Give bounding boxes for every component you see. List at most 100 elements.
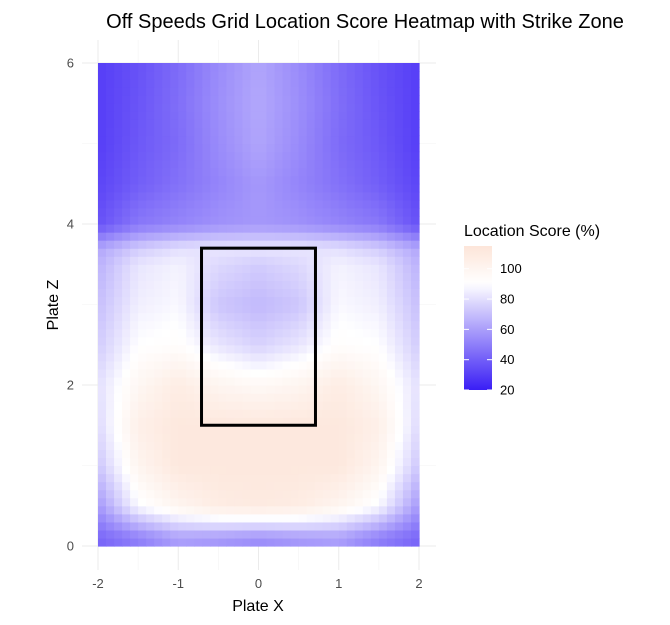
heatmap-cell — [298, 385, 308, 394]
heatmap-cell — [290, 481, 300, 491]
heatmap-cell — [346, 425, 356, 434]
heatmap-cell — [218, 103, 228, 112]
heatmap-cell — [242, 71, 252, 80]
heatmap-cell — [234, 505, 244, 515]
heatmap-cell — [386, 87, 396, 96]
heatmap-cell — [154, 481, 163, 491]
heatmap-cell — [314, 264, 324, 273]
heatmap-cell — [250, 368, 260, 378]
heatmap-cell — [98, 143, 107, 153]
heatmap-cell — [234, 409, 244, 418]
heatmap-cell — [282, 385, 292, 394]
heatmap-cell — [298, 256, 308, 265]
heatmap-cell — [338, 401, 348, 410]
heatmap-cell — [290, 111, 300, 120]
heatmap-cell — [362, 248, 372, 257]
heatmap-cell — [98, 119, 107, 128]
heatmap-cell — [330, 183, 340, 193]
heatmap-cell — [242, 385, 252, 394]
heatmap-cell — [226, 352, 236, 362]
heatmap-cell — [298, 360, 308, 370]
heatmap-cell — [186, 529, 195, 539]
heatmap-cell — [378, 385, 388, 394]
heatmap-cell — [402, 360, 412, 370]
heatmap-cell — [98, 256, 107, 265]
heatmap-cell — [114, 336, 123, 346]
heatmap-cell — [234, 320, 244, 330]
heatmap-cell — [362, 71, 372, 80]
heatmap-cell — [346, 441, 356, 450]
heatmap-cell — [162, 401, 171, 410]
heatmap-cell — [298, 272, 308, 281]
heatmap-cell — [290, 79, 300, 88]
heatmap-cell — [106, 513, 115, 523]
heatmap-cell — [226, 529, 236, 539]
heatmap-cell — [114, 63, 123, 72]
heatmap-cell — [410, 240, 420, 249]
heatmap-cell — [226, 103, 236, 112]
heatmap-cell — [322, 71, 332, 80]
heatmap-cell — [370, 497, 380, 507]
heatmap-cell — [218, 280, 228, 289]
heatmap-cell — [314, 521, 324, 531]
heatmap-cell — [250, 272, 260, 281]
heatmap-cell — [410, 256, 420, 265]
heatmap-cell — [146, 248, 155, 257]
heatmap-cell — [130, 385, 139, 394]
heatmap-cell — [146, 513, 155, 523]
heatmap-cell — [242, 417, 252, 426]
heatmap-cell — [306, 288, 316, 298]
heatmap-cell — [410, 127, 420, 137]
heatmap-cell — [290, 497, 300, 507]
heatmap-cell — [234, 175, 244, 185]
heatmap-cell — [346, 328, 356, 338]
heatmap-cell — [314, 393, 324, 402]
heatmap-cell — [402, 63, 412, 72]
heatmap-cell — [234, 304, 244, 314]
heatmap-cell — [314, 505, 324, 515]
heatmap-cell — [370, 167, 380, 177]
heatmap-cell — [242, 457, 252, 467]
heatmap-cell — [298, 87, 308, 96]
heatmap-cell — [210, 425, 219, 434]
heatmap-cell — [178, 417, 187, 426]
heatmap-cell — [138, 264, 147, 273]
heatmap-cell — [194, 151, 203, 161]
heatmap-cell — [338, 457, 348, 467]
heatmap-cell — [162, 111, 171, 120]
heatmap-cell — [106, 199, 115, 209]
heatmap-cell — [98, 328, 107, 338]
heatmap-cell — [146, 457, 155, 467]
heatmap-cell — [250, 521, 260, 531]
heatmap-cell — [202, 63, 211, 72]
heatmap-cell — [258, 111, 268, 120]
heatmap-cell — [394, 473, 404, 483]
heatmap-cell — [250, 537, 260, 547]
heatmap-cell — [346, 175, 356, 185]
heatmap-cell — [234, 240, 244, 249]
heatmap-cell — [250, 344, 260, 354]
heatmap-cell — [178, 207, 187, 217]
heatmap-cell — [378, 199, 388, 209]
heatmap-cell — [378, 87, 388, 96]
heatmap-cell — [274, 393, 284, 402]
heatmap-cell — [354, 71, 364, 80]
heatmap-cell — [322, 489, 332, 499]
heatmap-cell — [178, 280, 187, 289]
heatmap-cell — [322, 513, 332, 523]
heatmap-cell — [194, 71, 203, 80]
heatmap-cell — [210, 513, 219, 523]
heatmap-cell — [410, 376, 420, 386]
heatmap-cell — [162, 529, 171, 539]
heatmap-cell — [266, 537, 276, 547]
heatmap-cell — [290, 449, 300, 459]
heatmap-cell — [98, 457, 107, 467]
heatmap-cell — [378, 95, 388, 104]
heatmap-cell — [202, 256, 211, 265]
heatmap-cell — [138, 240, 147, 249]
heatmap-cell — [274, 103, 284, 112]
heatmap-cell — [386, 489, 396, 499]
heatmap-cell — [210, 135, 219, 145]
heatmap-cell — [298, 207, 308, 217]
heatmap-cell — [250, 376, 260, 386]
